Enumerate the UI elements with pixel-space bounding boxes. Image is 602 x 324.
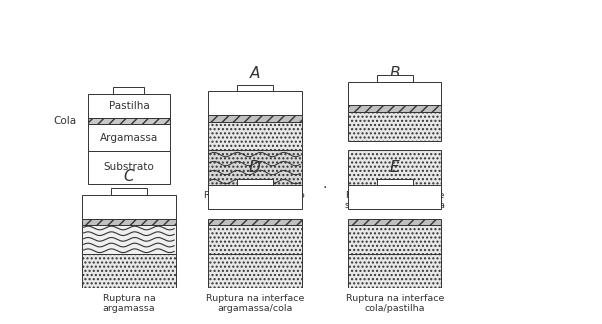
Bar	[208, 122, 302, 150]
Bar	[82, 225, 176, 254]
Bar	[88, 124, 170, 151]
Text: B: B	[389, 66, 400, 81]
Text: C: C	[123, 169, 134, 184]
Bar	[208, 218, 302, 225]
Text: Pastilha: Pastilha	[108, 101, 149, 111]
Text: Substrato: Substrato	[104, 162, 154, 172]
Text: Ruptura na interface
argamassa/cola: Ruptura na interface argamassa/cola	[206, 294, 304, 314]
Text: .: .	[323, 177, 327, 191]
Bar	[208, 150, 302, 186]
Bar	[208, 185, 302, 209]
Text: Ruptura na
argamassa: Ruptura na argamassa	[102, 294, 155, 314]
Bar	[88, 151, 170, 184]
Bar	[208, 225, 302, 254]
Bar	[208, 91, 302, 115]
Text: Argamassa: Argamassa	[100, 133, 158, 143]
Text: D: D	[249, 160, 261, 175]
Bar	[111, 188, 147, 195]
Bar	[82, 195, 176, 218]
Bar	[113, 87, 144, 94]
Bar	[82, 218, 176, 225]
Bar	[348, 225, 441, 254]
Bar	[88, 94, 170, 118]
Text: E: E	[390, 160, 400, 175]
Bar	[82, 254, 176, 290]
Bar	[348, 106, 441, 112]
Text: Cola: Cola	[54, 116, 76, 126]
Bar	[348, 218, 441, 225]
Bar	[348, 150, 441, 186]
Text: Ruptura no substrato: Ruptura no substrato	[205, 191, 305, 200]
Bar	[237, 85, 273, 91]
Bar	[208, 254, 302, 290]
Bar	[348, 82, 441, 106]
Bar	[88, 118, 170, 124]
Text: A: A	[250, 66, 260, 81]
Bar	[348, 254, 441, 290]
Text: Ruptura na interface
substrato/argamassa: Ruptura na interface substrato/argamassa	[344, 191, 445, 210]
Bar	[237, 179, 273, 185]
Text: Ruptura na interface
cola/pastilha: Ruptura na interface cola/pastilha	[346, 294, 444, 314]
Bar	[377, 75, 412, 82]
Bar	[377, 179, 412, 185]
Bar	[348, 112, 441, 141]
Bar	[208, 115, 302, 122]
Bar	[348, 185, 441, 209]
